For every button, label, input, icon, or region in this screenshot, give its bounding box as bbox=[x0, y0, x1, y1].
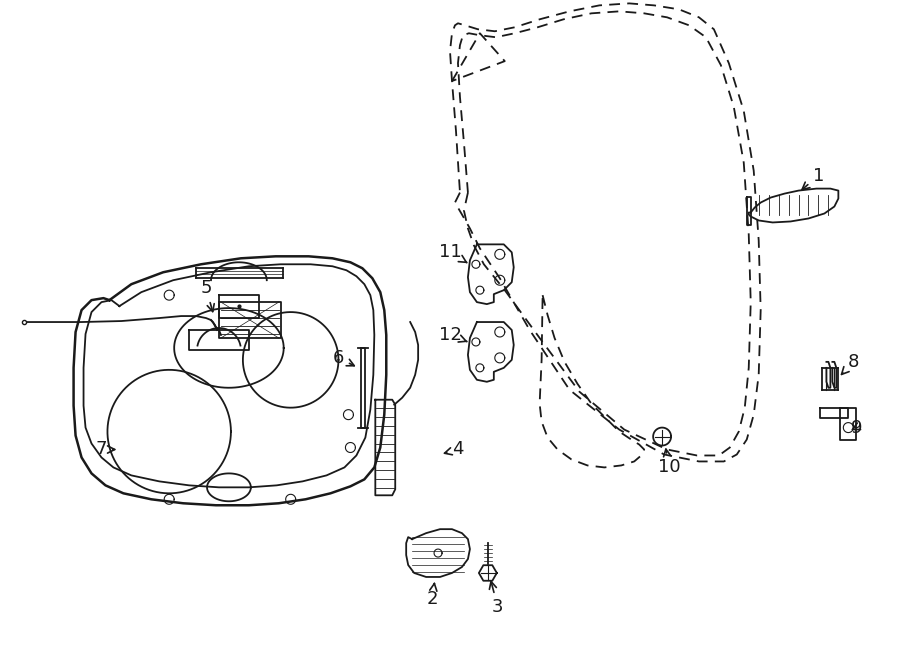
Text: 9: 9 bbox=[850, 418, 862, 436]
Text: 8: 8 bbox=[842, 353, 859, 374]
Text: 10: 10 bbox=[658, 449, 680, 477]
Text: 5: 5 bbox=[201, 279, 214, 311]
Text: 7: 7 bbox=[95, 440, 115, 459]
Text: 3: 3 bbox=[490, 582, 503, 616]
Text: 12: 12 bbox=[438, 326, 467, 344]
Text: 4: 4 bbox=[445, 440, 464, 459]
Text: 1: 1 bbox=[802, 167, 824, 190]
Text: 11: 11 bbox=[438, 243, 467, 262]
Text: 2: 2 bbox=[427, 584, 437, 608]
Text: 6: 6 bbox=[333, 349, 355, 367]
